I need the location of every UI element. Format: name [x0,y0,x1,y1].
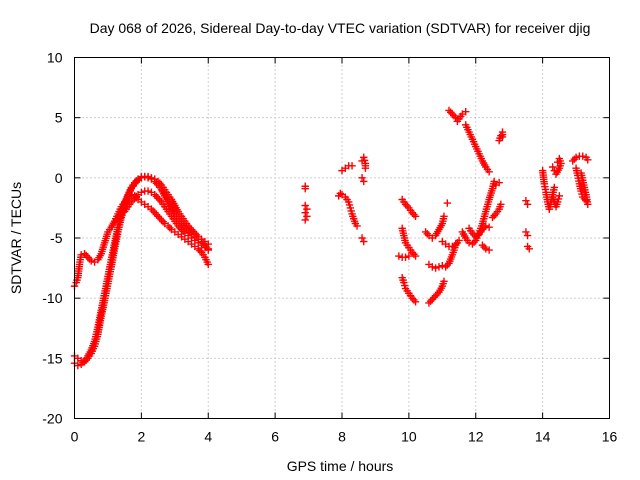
data-point [348,162,356,170]
data-point [497,200,505,209]
data-point [144,174,152,182]
data-point [87,257,95,265]
data-point [495,178,503,187]
data-point [584,156,592,164]
x-tick-label: 4 [204,429,212,445]
data-point [451,240,460,248]
data-point [498,133,507,141]
data-point [360,156,369,165]
data-point [360,237,368,246]
data-point [443,199,452,207]
data-point [137,188,146,196]
data-point [482,245,490,253]
data-point [400,278,408,287]
data-point [440,277,448,286]
data-point [204,260,212,269]
x-axis-label: GPS time / hours [287,458,394,474]
y-tick-label: -15 [42,350,62,366]
data-point [462,107,470,116]
y-tick-label: 0 [55,170,63,186]
x-tick-label: 2 [137,429,145,445]
data-points [70,106,592,370]
data-point [395,252,403,260]
data-point [400,281,409,290]
data-point [553,158,562,166]
x-tick-label: 0 [71,429,79,445]
data-point [141,172,149,181]
data-point [577,187,585,195]
x-tick-label: 16 [602,429,618,445]
data-point [353,222,361,230]
x-tick-label: 14 [535,429,551,445]
data-point [428,263,436,271]
data-point [554,195,563,203]
data-point [347,207,355,215]
data-point [482,222,490,230]
data-point [301,184,309,193]
data-point [411,298,420,306]
data-point [440,212,448,221]
data-point [485,168,493,176]
data-point [345,201,354,209]
x-tick-label: 8 [338,429,346,445]
data-point [401,253,410,261]
y-tick-label: 5 [55,110,63,126]
data-point [346,204,355,212]
data-point [361,164,370,172]
y-tick-label: -10 [42,290,62,306]
data-point [577,169,585,177]
y-tick-label: -20 [42,411,62,427]
chart-title: Day 068 of 2026, Sidereal Day-to-day VTE… [90,20,591,36]
data-point [525,245,533,253]
y-axis-label: SDTVAR / TECUs [8,182,24,294]
y-tick-label: 10 [47,50,63,66]
data-point [579,152,587,160]
data-point [435,263,443,271]
data-point [523,231,532,240]
data-point [405,252,413,260]
data-point [553,198,562,206]
data-point [572,153,580,162]
data-point [485,223,493,231]
data-point [344,198,353,206]
data-point [411,212,420,221]
x-tick-label: 10 [401,429,417,445]
data-point [411,252,420,260]
y-tick-label: -5 [50,230,63,246]
x-tick-label: 12 [468,429,484,445]
data-point [555,192,564,200]
x-tick-label: 6 [271,429,279,445]
grid-lines [74,57,610,419]
data-point [204,246,212,254]
data-point [455,236,463,245]
x-tick-labels: 0 2 4 6 8 10 12 14 16 [71,429,618,445]
plot-frame [74,57,610,419]
data-point [74,361,82,370]
data-point [523,200,532,209]
data-point [301,216,309,224]
data-point [144,187,152,195]
data-point [485,246,493,254]
data-point [360,153,368,162]
data-point [431,264,440,272]
data-point [360,177,368,186]
data-point [550,183,559,192]
y-tick-labels: -20 -15 -10 -5 0 5 10 [42,50,62,427]
